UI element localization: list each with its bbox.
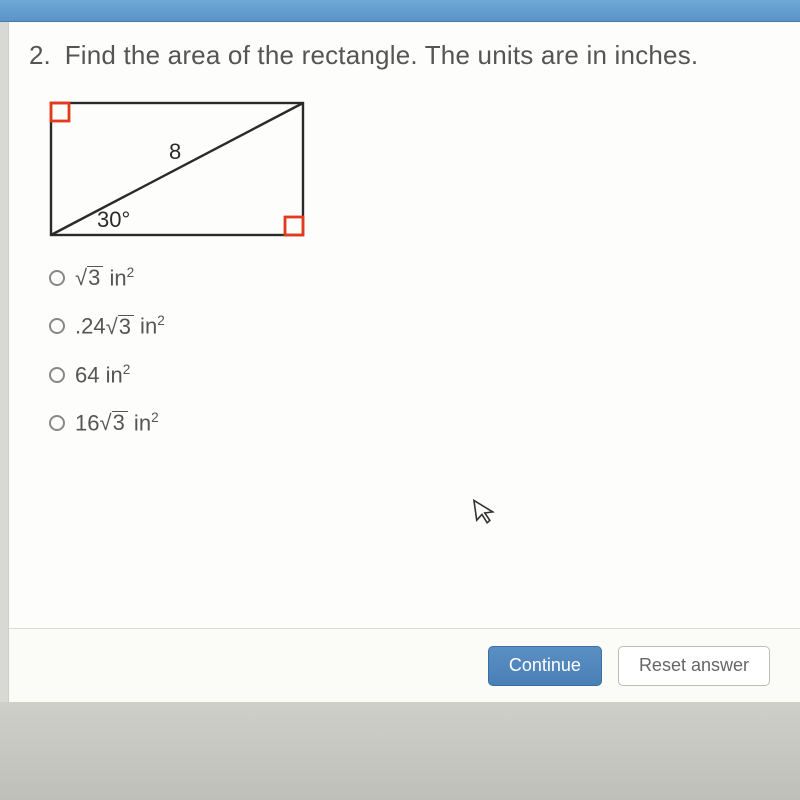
cursor-icon <box>472 496 499 534</box>
option-b[interactable]: .24√3 in2 <box>49 313 780 339</box>
rectangle-figure: 8 30° <box>47 99 307 239</box>
question-area: 2. Find the area of the rectangle. The u… <box>9 22 800 436</box>
continue-button[interactable]: Continue <box>488 646 602 686</box>
angle-label: 30° <box>97 207 130 232</box>
photo-background <box>0 702 800 800</box>
diagonal-label: 8 <box>169 139 181 164</box>
diagonal-line <box>51 103 303 235</box>
question-line: 2. Find the area of the rectangle. The u… <box>29 40 780 71</box>
option-c[interactable]: 64 in2 <box>49 362 780 388</box>
browser-top-bar <box>0 0 800 22</box>
reset-answer-button-label: Reset answer <box>639 655 749 676</box>
options-list: √3 in2 .24√3 in2 64 in2 16√3 in2 <box>49 265 780 436</box>
option-c-label: 64 in2 <box>75 362 130 388</box>
option-d[interactable]: 16√3 in2 <box>49 410 780 436</box>
option-a[interactable]: √3 in2 <box>49 265 780 291</box>
option-b-label: .24√3 in2 <box>75 313 165 339</box>
question-number: 2. <box>29 40 51 71</box>
radio-icon[interactable] <box>49 270 65 286</box>
footer-bar: Continue Reset answer <box>9 628 800 702</box>
option-d-label: 16√3 in2 <box>75 410 159 436</box>
continue-button-label: Continue <box>509 655 581 676</box>
radio-icon[interactable] <box>49 318 65 334</box>
reset-answer-button[interactable]: Reset answer <box>618 646 770 686</box>
quiz-panel: 2. Find the area of the rectangle. The u… <box>8 22 800 702</box>
option-a-label: √3 in2 <box>75 265 134 291</box>
radio-icon[interactable] <box>49 415 65 431</box>
right-angle-marker-bottom-right <box>285 217 303 235</box>
right-angle-marker-top-left <box>51 103 69 121</box>
radio-icon[interactable] <box>49 367 65 383</box>
question-text: Find the area of the rectangle. The unit… <box>65 40 699 71</box>
